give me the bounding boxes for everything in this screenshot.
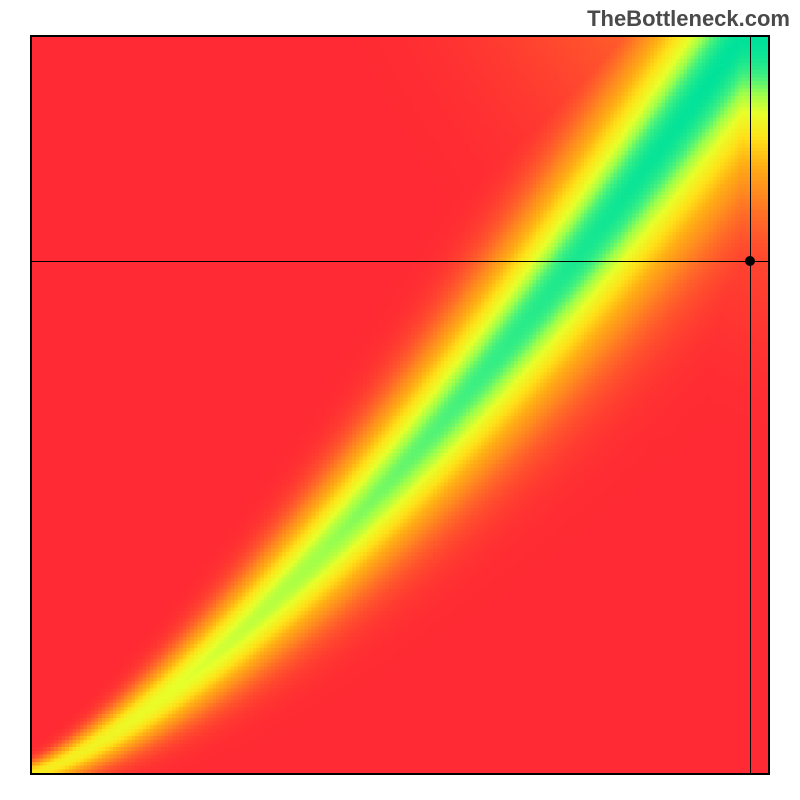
watermark-text: TheBottleneck.com (587, 6, 790, 32)
heatmap-plot-area (30, 35, 770, 775)
heatmap-canvas (32, 37, 768, 773)
crosshair-horizontal (32, 261, 768, 262)
marker-point (745, 256, 755, 266)
crosshair-vertical (750, 37, 751, 773)
